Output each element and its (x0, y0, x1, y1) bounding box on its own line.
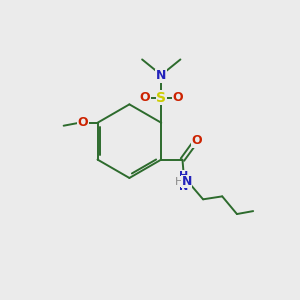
Text: O: O (191, 134, 202, 147)
Text: H: H (175, 177, 184, 187)
Text: H
N: H N (179, 171, 189, 193)
Text: O: O (172, 91, 183, 104)
Text: O: O (140, 91, 150, 104)
Text: O: O (77, 116, 88, 129)
Text: N: N (156, 69, 166, 82)
Text: N: N (182, 175, 192, 188)
Text: S: S (156, 91, 166, 105)
